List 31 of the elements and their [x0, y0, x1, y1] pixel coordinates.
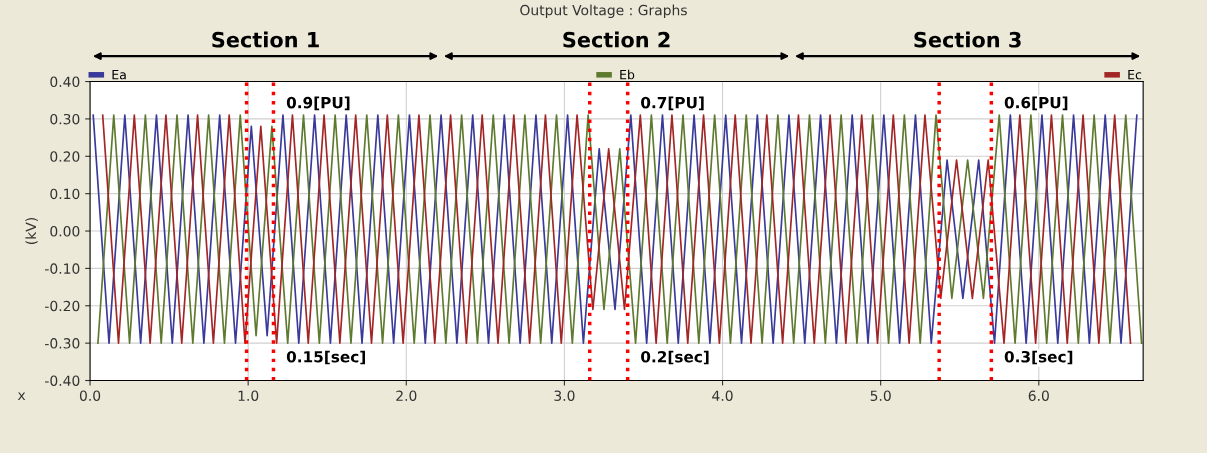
y-tick-label: 0.40 — [50, 76, 80, 88]
x-tick-label: 5.0 — [870, 390, 891, 401]
y-axis-title: (kV) — [25, 218, 38, 245]
y-tick-label: 0.10 — [50, 188, 80, 200]
x-tick-label: 6.0 — [1028, 390, 1049, 401]
annotation: 0.15[sec] — [286, 350, 365, 365]
x-tick-label: 3.0 — [554, 390, 575, 401]
x-axis-title: x — [17, 392, 26, 401]
x-tick-label: 4.0 — [712, 390, 733, 401]
text: Section 1 — [212, 31, 319, 48]
chart-title: Output Voltage : Graphs — [520, 4, 687, 19]
annotation: 0.9[PU] — [286, 96, 350, 111]
y-tick-label: 0.30 — [50, 113, 80, 125]
text: Section 2 — [563, 31, 670, 48]
text: Section 3 — [914, 31, 1021, 48]
y-tick-label: -0.30 — [45, 338, 80, 349]
x-tick-label: 2.0 — [396, 390, 417, 401]
y-tick-label: -0.20 — [45, 300, 80, 312]
y-tick-label: 0.20 — [50, 151, 80, 162]
y-tick-label: -0.40 — [45, 375, 80, 386]
annotation: 0.7[PU] — [641, 96, 704, 111]
y-tick-label: 0.00 — [50, 226, 80, 237]
y-tick-label: -0.10 — [45, 263, 80, 274]
annotation: 0.6[PU] — [1004, 96, 1068, 111]
annotation: 0.2[sec] — [641, 350, 709, 365]
x-tick-label: 0.0 — [79, 390, 101, 401]
annotation: 0.3[sec] — [1004, 350, 1073, 365]
legend-label: Ec — [1128, 70, 1142, 80]
text: Ea — [112, 70, 126, 80]
x-tick-label: 1.0 — [238, 390, 259, 401]
legend-label: Eb — [620, 69, 635, 80]
